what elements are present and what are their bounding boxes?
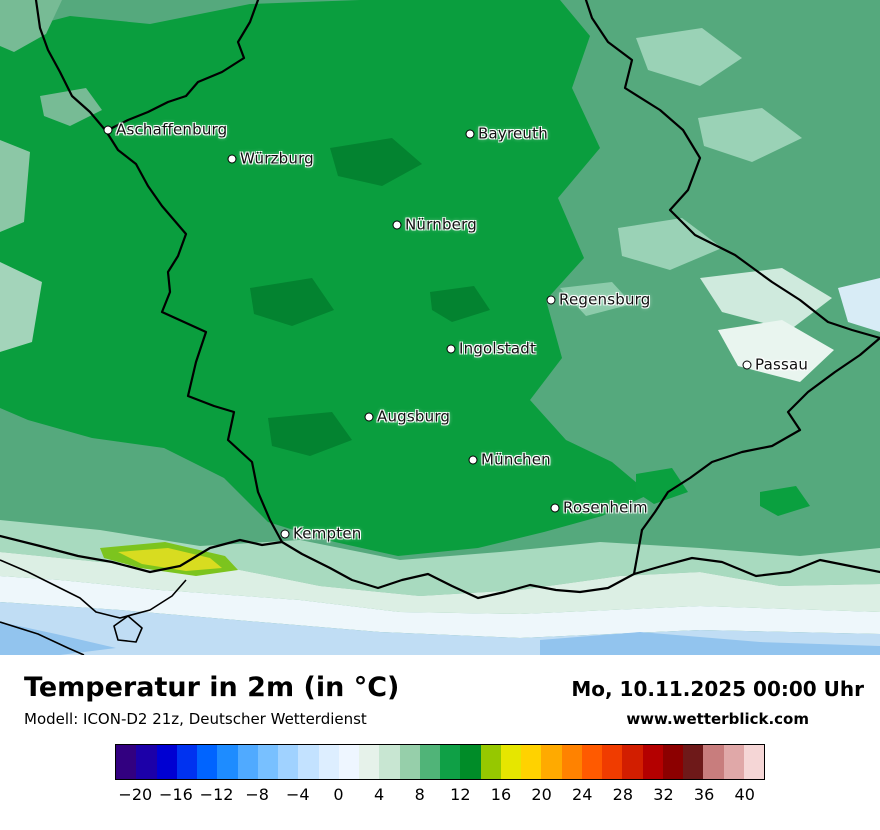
footer-left: Temperatur in 2m (in °C) Modell: ICON-D2… <box>24 673 399 728</box>
colorbar-segment <box>602 745 623 779</box>
border-austria-south <box>0 528 644 600</box>
colorbar-segment <box>237 745 258 779</box>
city-dot-icon <box>468 455 478 465</box>
colorbar-segment <box>460 745 481 779</box>
city-dot-icon <box>446 344 456 354</box>
terrain-main-green <box>0 0 650 556</box>
colorbar-segment <box>440 745 461 779</box>
colorbar-segment <box>156 745 177 779</box>
colorbar-tick-label: 32 <box>653 785 674 804</box>
colorbar-segment <box>723 745 744 779</box>
footer: Temperatur in 2m (in °C) Modell: ICON-D2… <box>0 655 880 830</box>
colorbar-tick-label: −8 <box>245 785 269 804</box>
city-label: Passau <box>755 355 809 374</box>
website-label: www.wetterblick.com <box>626 710 809 728</box>
colorbar-tick-label: 12 <box>450 785 471 804</box>
colorbar-segment <box>318 745 339 779</box>
colorbar-segment <box>662 745 683 779</box>
city-layer: Aschaffenburg Würzburg Bayreuth Nürnberg Reg… <box>103 120 809 543</box>
city-label: Würzburg <box>240 149 314 168</box>
colorbar-tick-label: 20 <box>531 785 552 804</box>
colorbar-segment <box>257 745 278 779</box>
city-label: Aschaffenburg <box>116 120 228 139</box>
colorbar-segment <box>521 745 542 779</box>
terrain-dark-green-patches <box>250 138 490 456</box>
colorbar-segment <box>743 745 764 779</box>
colorbar-tick-label: 40 <box>734 785 755 804</box>
city-dot-icon <box>103 125 113 135</box>
colorbar-tick-label: 16 <box>490 785 512 804</box>
colorbar-tick-label: 24 <box>572 785 593 804</box>
colorbar-segment <box>197 745 218 779</box>
city-dot-icon <box>465 129 475 139</box>
colorbar-tick-label: −12 <box>199 785 234 804</box>
colorbar-segment <box>581 745 602 779</box>
border-austria-southeast <box>632 556 880 578</box>
colorbar-segment <box>136 745 157 779</box>
border-czech <box>584 0 880 340</box>
colorbar-segment <box>379 745 400 779</box>
colorbar-segment <box>359 745 380 779</box>
model-info: Modell: ICON-D2 21z, Deutscher Wetterdie… <box>24 709 367 728</box>
colorbar-wrap: −20 −16 −12 −8 −4 0 4 8 12 16 20 24 28 32 36 40 <box>115 744 765 807</box>
city-dot-icon <box>364 412 374 422</box>
colorbar-tick-label: −4 <box>286 785 310 804</box>
temperature-map: Aschaffenburg Würzburg Bayreuth Nürnberg Reg… <box>0 0 880 655</box>
border-austria-east <box>640 336 880 532</box>
colorbar-segment <box>338 745 359 779</box>
colorbar-tick-label: 8 <box>414 785 425 804</box>
city-dot-icon <box>392 220 402 230</box>
colorbar-segment <box>541 745 562 779</box>
colorbar-segment <box>278 745 299 779</box>
border-lines <box>0 0 880 600</box>
colorbar-segments <box>115 744 765 780</box>
border-northwest <box>34 0 108 133</box>
colorbar-tick-label: 36 <box>693 785 715 804</box>
page-title: Temperatur in 2m (in °C) <box>24 672 400 703</box>
colorbar-tick-label: −16 <box>159 785 193 804</box>
terrain-light-patches-west <box>0 0 102 352</box>
colorbar-segment <box>399 745 420 779</box>
terrain-cold-patches-east <box>560 28 880 382</box>
city-label: Nürnberg <box>405 215 477 234</box>
city-dot-icon <box>742 360 752 370</box>
city-label: Kempten <box>293 524 362 543</box>
colorbar-segment <box>703 745 724 779</box>
colorbar-tick-label: −20 <box>118 785 153 804</box>
colorbar-segment <box>480 745 501 779</box>
footer-right: Mo, 10.11.2025 00:00 Uhr www.wetterblick… <box>571 673 864 728</box>
colorbar-segment <box>419 745 440 779</box>
city-dot-icon <box>280 529 290 539</box>
forecast-datetime: Mo, 10.11.2025 00:00 Uhr <box>571 677 864 701</box>
colorbar-ticks: −20 −16 −12 −8 −4 0 4 8 12 16 20 24 28 32 36 40 <box>115 785 765 807</box>
map-terrain <box>0 0 880 655</box>
colorbar-segment <box>116 745 137 779</box>
city-dot-icon <box>546 295 556 305</box>
border-lines-alpine <box>0 559 187 655</box>
colorbar-segment <box>217 745 238 779</box>
terrain-alps-bands <box>0 468 880 655</box>
city-label: Ingolstadt <box>459 339 537 358</box>
city-label: Bayreuth <box>478 124 548 143</box>
colorbar-tick-label: 0 <box>333 785 344 804</box>
colorbar-segment <box>622 745 643 779</box>
colorbar-segment <box>683 745 704 779</box>
city-label: München <box>481 450 551 469</box>
colorbar-segment <box>642 745 663 779</box>
colorbar-segment <box>298 745 319 779</box>
colorbar-tick-label: 4 <box>373 785 385 804</box>
city-label: Augsburg <box>377 407 451 426</box>
colorbar-tick-label: 28 <box>612 785 633 804</box>
city-label: Rosenheim <box>563 498 648 517</box>
border-bavaria-west <box>104 0 284 544</box>
colorbar-segment <box>561 745 582 779</box>
footer-header-row: Temperatur in 2m (in °C) Modell: ICON-D2… <box>0 655 880 728</box>
city-dot-icon <box>550 503 560 513</box>
city-dot-icon <box>227 154 237 164</box>
colorbar-segment <box>500 745 521 779</box>
city-label: Regensburg <box>559 290 651 309</box>
colorbar-segment <box>176 745 197 779</box>
